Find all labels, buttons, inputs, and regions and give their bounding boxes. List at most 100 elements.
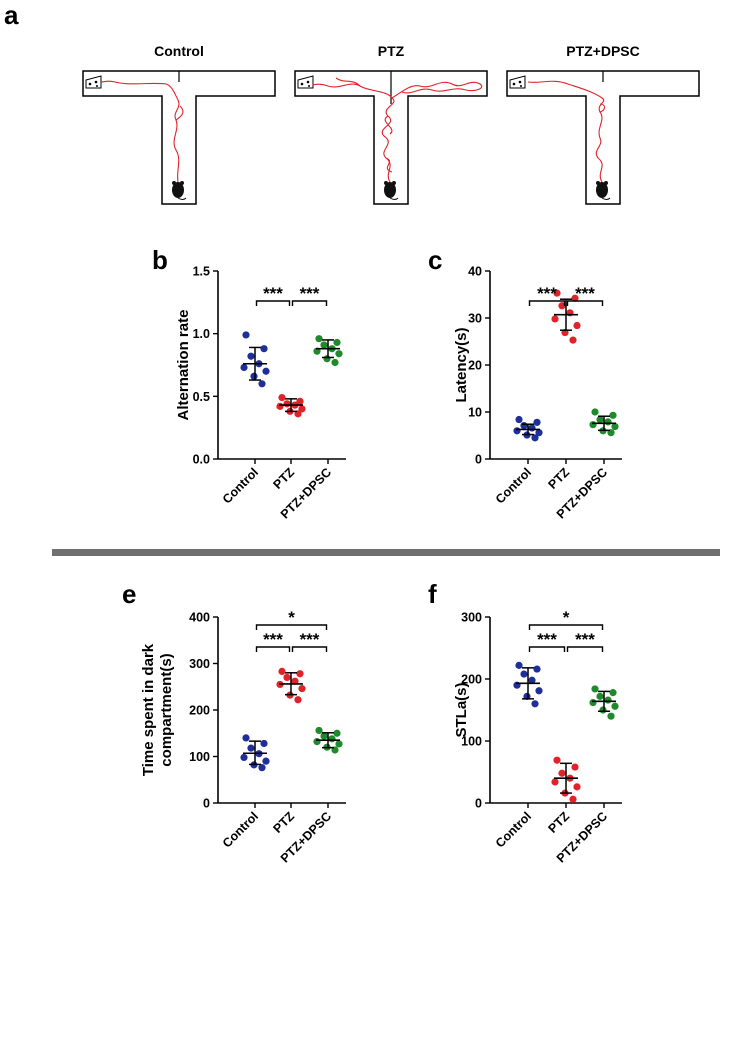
- y-tick-label: 0: [203, 797, 210, 811]
- y-tick-label: 300: [189, 657, 210, 671]
- significance-bracket: [255, 300, 291, 306]
- x-tick-label: PTZ: [546, 809, 573, 836]
- data-point: [278, 667, 286, 676]
- data-point: [296, 670, 304, 678]
- data-point: [333, 729, 341, 737]
- data-point: [315, 726, 323, 735]
- series-control: [513, 661, 543, 708]
- data-point: [242, 331, 250, 339]
- data-point: [294, 696, 302, 704]
- series-control: [240, 734, 270, 772]
- y-axis-label-line: Time spent in dark: [140, 643, 157, 776]
- data-point: [531, 700, 539, 708]
- data-point: [260, 739, 268, 748]
- data-point: [609, 411, 617, 419]
- data-point: [531, 434, 539, 442]
- y-tick-label: 1.0: [193, 327, 210, 341]
- significance-label: ***: [537, 284, 557, 303]
- data-point: [296, 397, 304, 405]
- data-point: [513, 427, 521, 435]
- data-point: [250, 372, 258, 380]
- maze-ptz-dpsc: PTZ+DPSC: [506, 43, 700, 205]
- series-ptz-dpsc: [589, 408, 619, 437]
- data-point: [551, 315, 559, 323]
- data-point: [533, 665, 541, 673]
- y-axis-label: Latency(s): [453, 327, 470, 402]
- data-point: [515, 415, 523, 424]
- maze-title-ptz: PTZ: [378, 43, 405, 59]
- y-tick-label: 200: [461, 673, 482, 687]
- data-point: [611, 422, 619, 431]
- significance-label: *: [288, 608, 295, 627]
- data-point: [573, 321, 581, 330]
- maze-outline: [294, 70, 488, 205]
- data-point: [240, 363, 248, 372]
- significance-bracket: [528, 624, 604, 630]
- data-point: [589, 698, 597, 707]
- trace-path: [312, 77, 483, 183]
- data-point: [569, 336, 577, 344]
- data-point: [535, 429, 543, 437]
- x-tick-label: PTZ: [271, 465, 298, 492]
- x-tick-label: Control: [493, 465, 534, 506]
- data-point: [589, 421, 597, 429]
- data-point: [535, 687, 543, 695]
- significance-bracket: [566, 300, 604, 306]
- data-point: [320, 732, 328, 740]
- y-tick-label: 0.0: [193, 453, 210, 467]
- trace-path: [100, 80, 184, 183]
- significance-label: *: [563, 608, 570, 627]
- data-point: [291, 677, 299, 685]
- maze-title-ptz-dpsc: PTZ+DPSC: [566, 43, 640, 59]
- data-point: [247, 744, 255, 752]
- maze-ptz: PTZ: [294, 43, 488, 205]
- x-tick-label: Control: [220, 809, 261, 850]
- data-point: [258, 380, 266, 388]
- panel-label-c: c: [428, 245, 442, 275]
- significance-bracket: [291, 646, 328, 652]
- data-point: [596, 415, 604, 424]
- data-point: [569, 795, 577, 803]
- data-point: [335, 350, 343, 358]
- y-tick-label: 100: [189, 750, 210, 764]
- x-tick-label: PTZ: [546, 465, 573, 492]
- data-point: [333, 338, 341, 347]
- cheese-icon: [297, 75, 314, 89]
- panel-label-a: a: [4, 0, 19, 30]
- data-point: [258, 764, 266, 772]
- y-axis-label: Time spent in darkcompartment(s): [140, 643, 175, 776]
- data-point: [528, 424, 536, 432]
- significance-label: ***: [575, 284, 595, 303]
- data-point: [313, 738, 321, 746]
- data-point: [551, 778, 559, 786]
- y-tick-label: 10: [468, 406, 482, 420]
- mouse-icon: [384, 181, 399, 200]
- data-point: [611, 702, 619, 710]
- data-point: [591, 408, 599, 416]
- y-tick-label: 0.5: [193, 390, 210, 404]
- y-tick-label: 0: [475, 453, 482, 467]
- series-ptz-dpsc: [313, 726, 343, 754]
- panel-label-f: f: [428, 579, 437, 609]
- data-point: [240, 753, 248, 762]
- y-tick-label: 1.5: [193, 265, 210, 279]
- data-point: [283, 400, 291, 408]
- significance-label: ***: [575, 630, 595, 649]
- mouse-icon: [596, 181, 611, 200]
- mouse-icon: [172, 181, 187, 200]
- data-point: [328, 735, 336, 743]
- y-axis-label: STLa(s): [453, 682, 470, 737]
- series-ptz-dpsc: [589, 685, 619, 720]
- data-point: [571, 294, 579, 302]
- data-point: [515, 661, 523, 669]
- significance-bracket: [528, 300, 566, 306]
- data-point: [520, 670, 528, 678]
- series-ptz: [276, 667, 306, 704]
- y-tick-label: 300: [461, 611, 482, 625]
- data-point: [571, 763, 579, 771]
- data-point: [553, 289, 561, 297]
- y-tick-label: 100: [461, 735, 482, 749]
